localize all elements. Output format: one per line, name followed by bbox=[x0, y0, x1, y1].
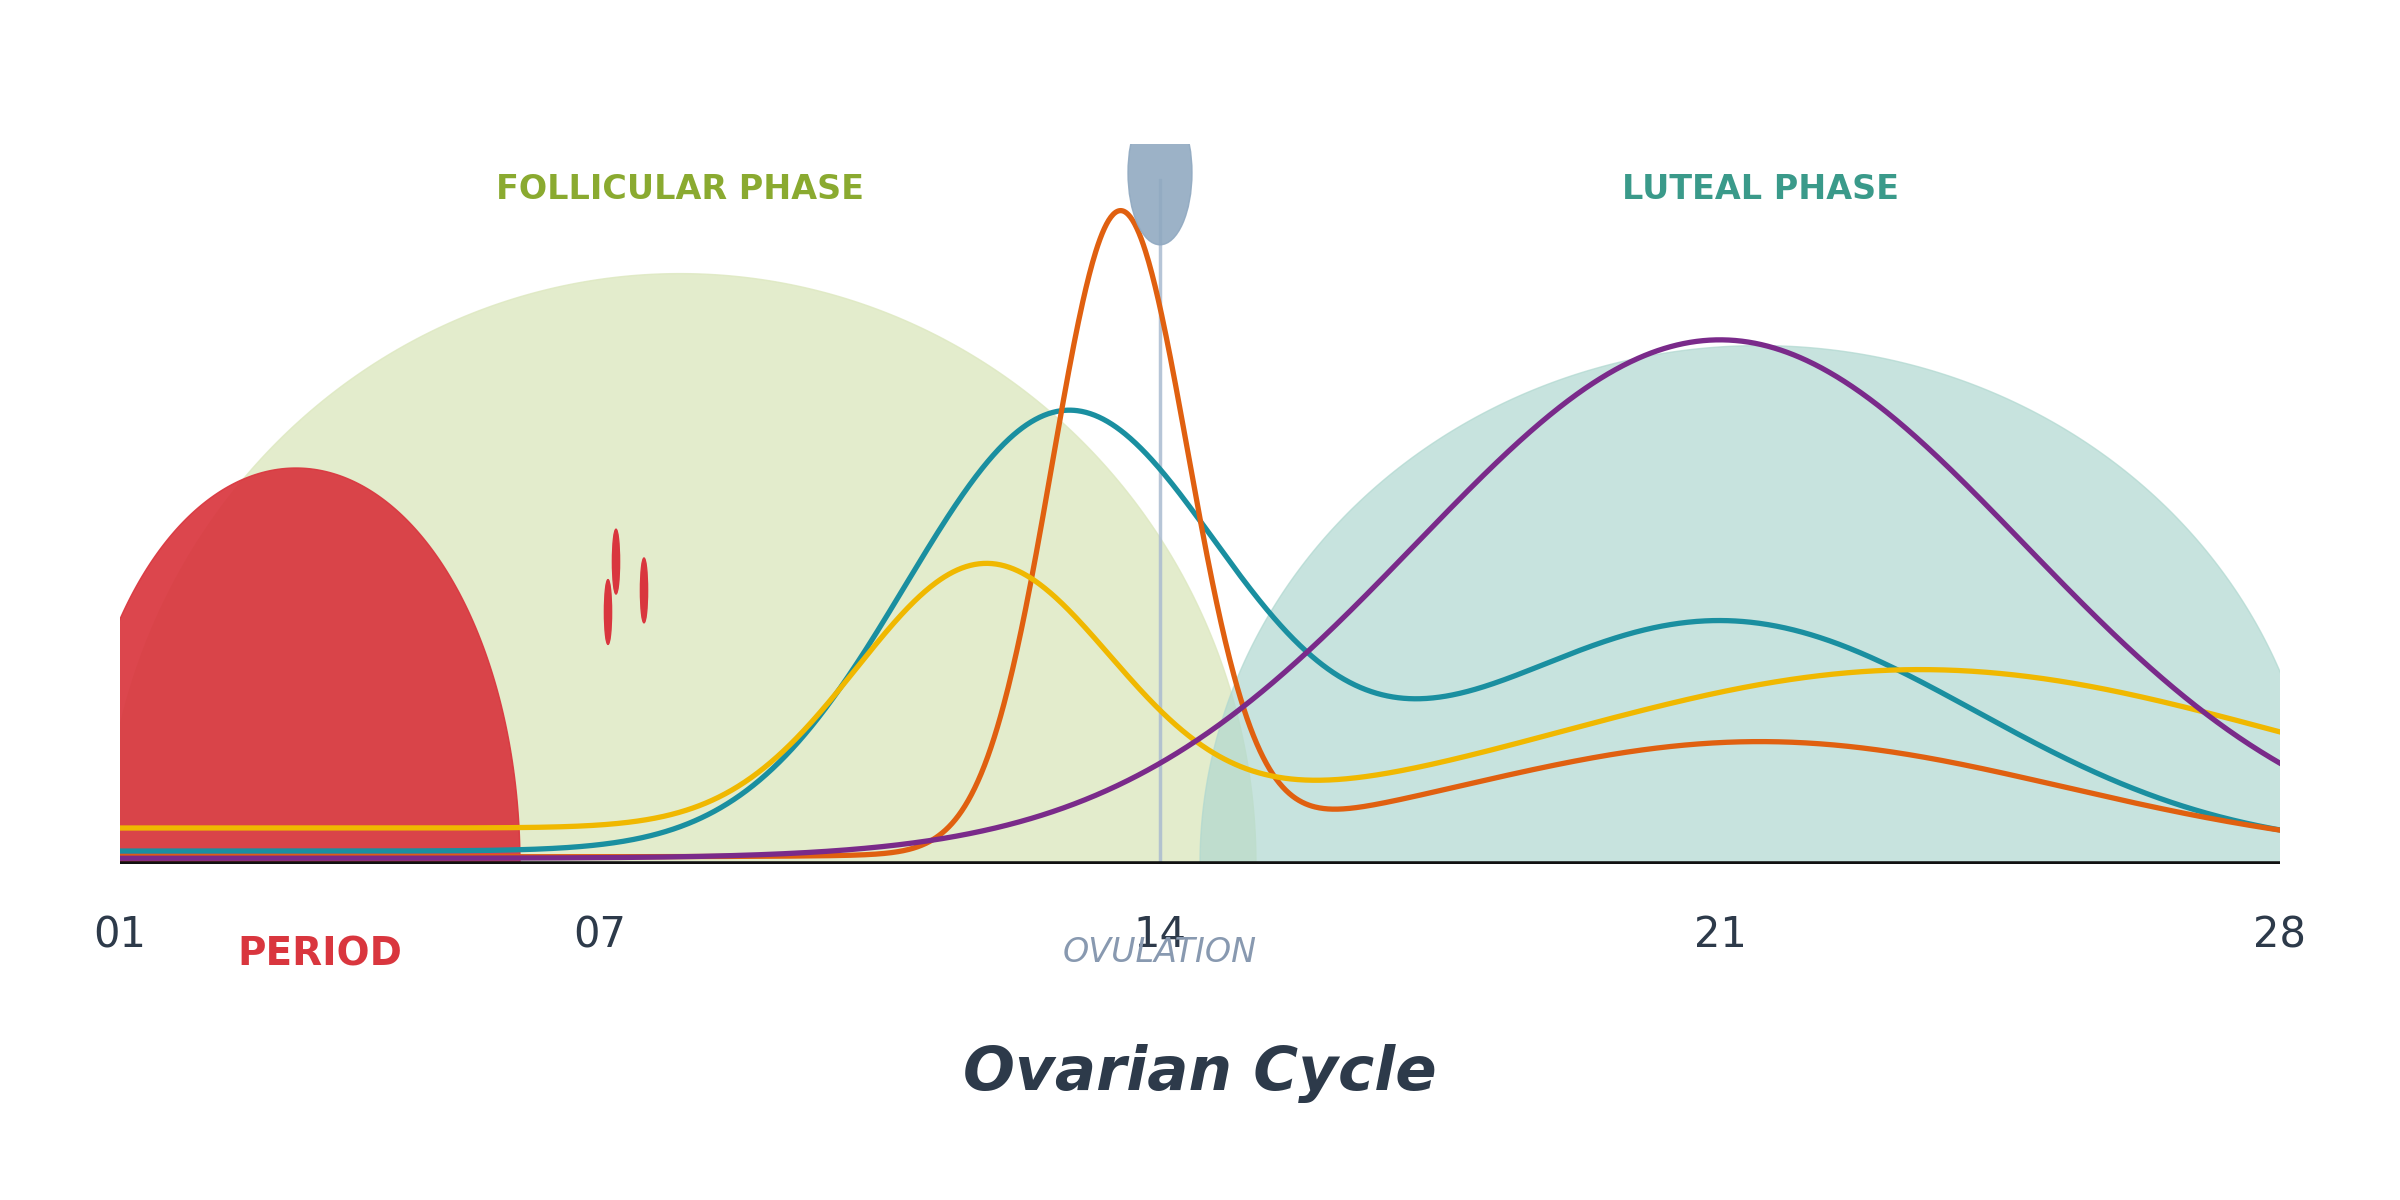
Polygon shape bbox=[72, 468, 521, 864]
Circle shape bbox=[612, 529, 619, 594]
Text: 07: 07 bbox=[574, 914, 626, 956]
Text: 01: 01 bbox=[94, 914, 146, 956]
Text: 21: 21 bbox=[1694, 914, 1747, 956]
Text: OVULATION: OVULATION bbox=[1063, 936, 1258, 970]
Circle shape bbox=[641, 558, 648, 623]
Text: 28: 28 bbox=[2254, 914, 2306, 956]
Text: LUTEAL PHASE: LUTEAL PHASE bbox=[1622, 173, 1898, 205]
Text: PERIOD: PERIOD bbox=[238, 936, 403, 974]
Text: Ovarian Cycle: Ovarian Cycle bbox=[962, 1044, 1438, 1103]
Text: 14: 14 bbox=[1133, 914, 1186, 956]
Polygon shape bbox=[1200, 346, 2321, 864]
Text: FOLLICULAR PHASE: FOLLICULAR PHASE bbox=[497, 173, 864, 205]
Ellipse shape bbox=[1128, 101, 1193, 245]
Circle shape bbox=[605, 580, 612, 644]
Polygon shape bbox=[103, 274, 1255, 864]
